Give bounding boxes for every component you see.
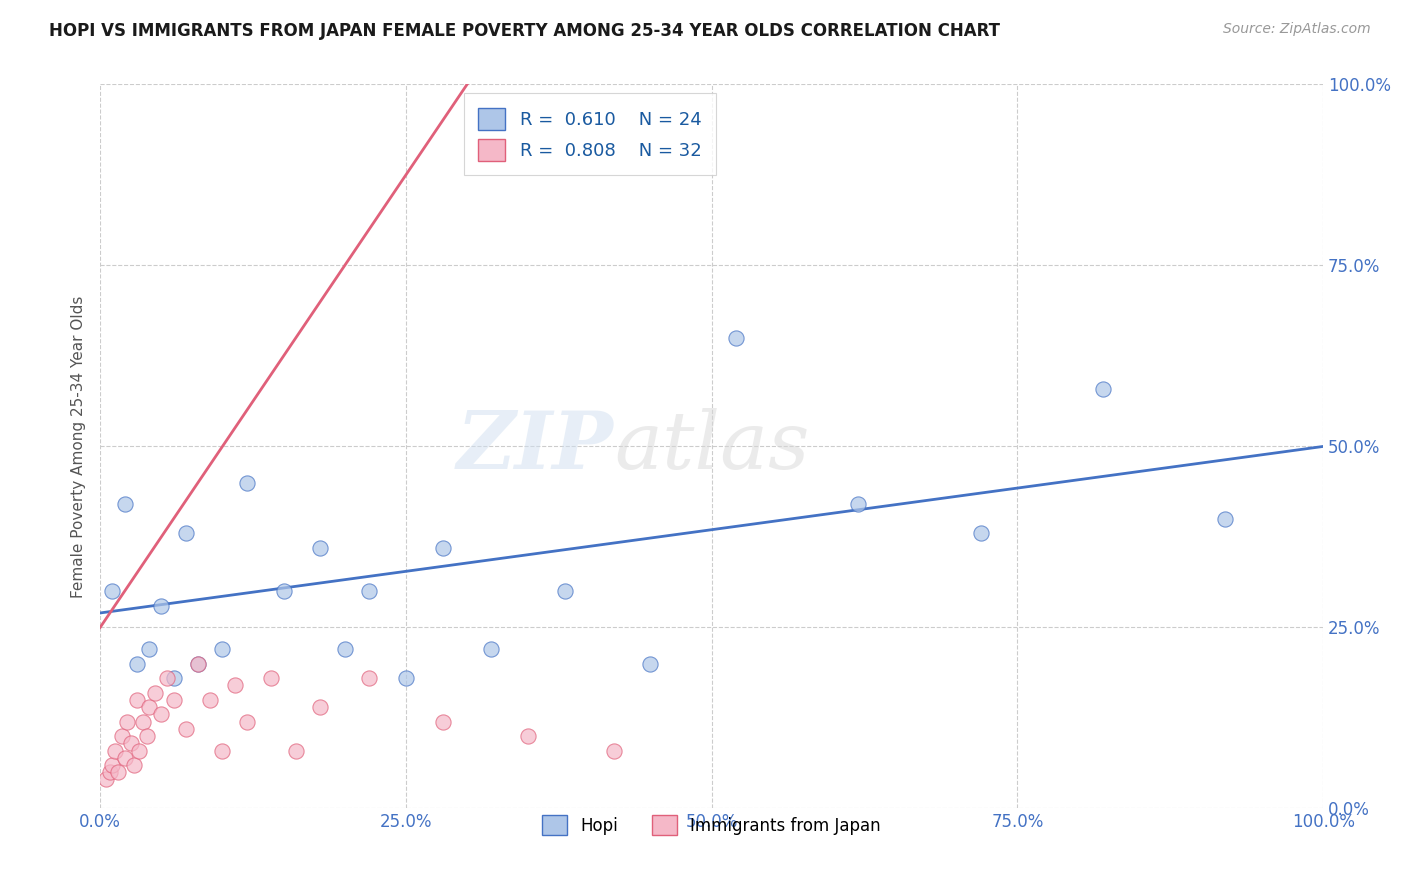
Point bbox=[132, 714, 155, 729]
Point bbox=[273, 584, 295, 599]
Point bbox=[211, 743, 233, 757]
Point bbox=[725, 331, 748, 345]
Point bbox=[1213, 512, 1236, 526]
Point bbox=[124, 758, 146, 772]
Point bbox=[211, 642, 233, 657]
Point bbox=[284, 743, 307, 757]
Point bbox=[333, 642, 356, 657]
Point bbox=[115, 714, 138, 729]
Point bbox=[96, 772, 118, 787]
Point bbox=[135, 729, 157, 743]
Point bbox=[101, 584, 124, 599]
Point bbox=[104, 743, 127, 757]
Point bbox=[970, 526, 993, 541]
Point bbox=[224, 678, 246, 692]
Point bbox=[1091, 382, 1114, 396]
Point bbox=[143, 685, 166, 699]
Point bbox=[150, 599, 173, 613]
Point bbox=[432, 714, 454, 729]
Point bbox=[187, 657, 209, 671]
Point bbox=[395, 671, 418, 685]
Point bbox=[359, 671, 381, 685]
Point bbox=[640, 657, 662, 671]
Point bbox=[120, 736, 142, 750]
Text: ZIP: ZIP bbox=[457, 408, 614, 485]
Point bbox=[517, 729, 540, 743]
Point bbox=[187, 657, 209, 671]
Point bbox=[309, 700, 332, 714]
Point bbox=[156, 671, 179, 685]
Point bbox=[309, 541, 332, 555]
Point bbox=[174, 526, 197, 541]
Point bbox=[111, 729, 134, 743]
Point bbox=[114, 751, 136, 765]
Point bbox=[150, 707, 173, 722]
Y-axis label: Female Poverty Among 25-34 Year Olds: Female Poverty Among 25-34 Year Olds bbox=[72, 295, 86, 598]
Point bbox=[162, 693, 184, 707]
Text: atlas: atlas bbox=[614, 408, 810, 485]
Point bbox=[174, 722, 197, 736]
Legend: Hopi, Immigrants from Japan: Hopi, Immigrants from Japan bbox=[534, 806, 889, 844]
Point bbox=[603, 743, 626, 757]
Point bbox=[848, 497, 870, 511]
Point bbox=[236, 475, 259, 490]
Point bbox=[107, 765, 129, 780]
Point bbox=[236, 714, 259, 729]
Point bbox=[260, 671, 283, 685]
Point bbox=[138, 642, 160, 657]
Point bbox=[114, 497, 136, 511]
Point bbox=[359, 584, 381, 599]
Point bbox=[128, 743, 150, 757]
Point bbox=[200, 693, 222, 707]
Point bbox=[125, 657, 148, 671]
Point bbox=[138, 700, 160, 714]
Point bbox=[554, 584, 576, 599]
Point bbox=[481, 642, 503, 657]
Point bbox=[101, 758, 124, 772]
Point bbox=[162, 671, 184, 685]
Point bbox=[98, 765, 121, 780]
Text: Source: ZipAtlas.com: Source: ZipAtlas.com bbox=[1223, 22, 1371, 37]
Point bbox=[432, 541, 454, 555]
Point bbox=[125, 693, 148, 707]
Text: HOPI VS IMMIGRANTS FROM JAPAN FEMALE POVERTY AMONG 25-34 YEAR OLDS CORRELATION C: HOPI VS IMMIGRANTS FROM JAPAN FEMALE POV… bbox=[49, 22, 1000, 40]
